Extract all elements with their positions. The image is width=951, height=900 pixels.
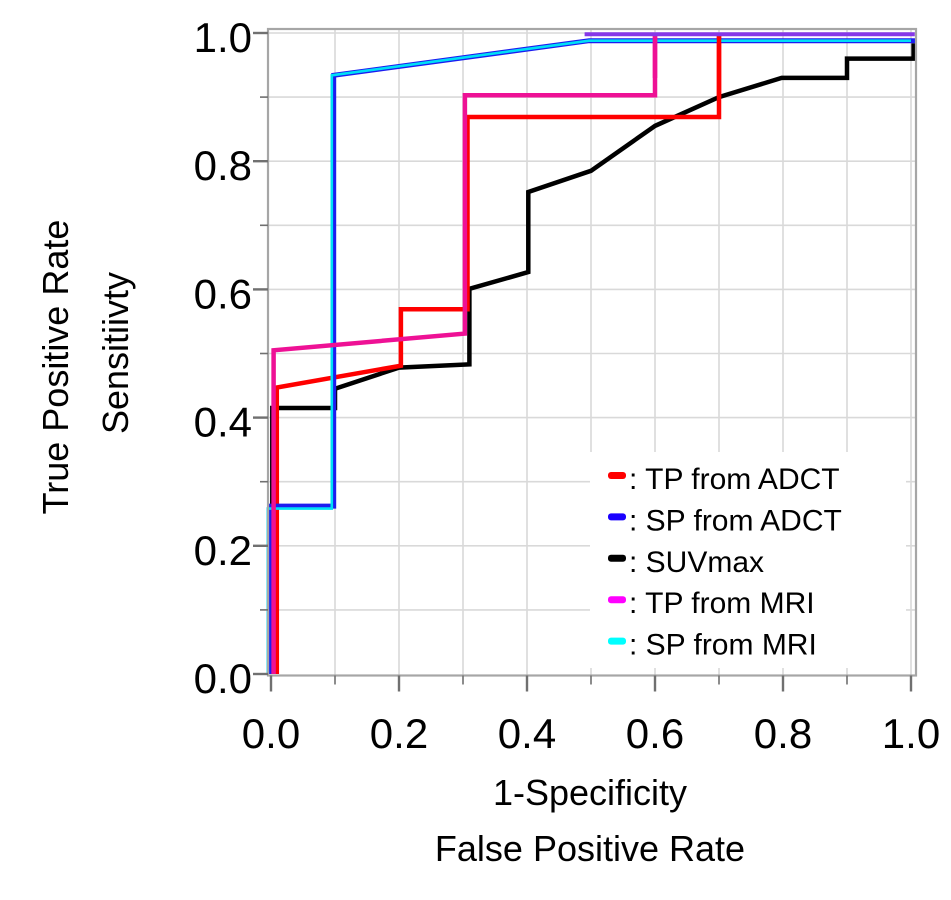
plot-frame	[266, 27, 918, 677]
x-axis-title-1-specificity: 1-Specificity	[492, 772, 688, 813]
x-tick-label: 0.6	[626, 710, 684, 757]
legend-label: : SP from ADCT	[629, 504, 842, 537]
legend-label: : SUVmax	[629, 546, 764, 579]
x-tick-label: 0.2	[370, 710, 428, 757]
roc-curve-tp_mri	[271, 35, 658, 674]
legend-dash-icon	[608, 637, 626, 645]
legend: : TP from ADCT : SP from ADCT : SUVmax : TP…	[590, 452, 906, 668]
y-tick-label: 0.2	[194, 527, 252, 574]
legend-item-suvmax: : SUVmax	[608, 546, 764, 579]
legend-background	[590, 452, 906, 668]
x-tick-label: 0.0	[242, 710, 300, 757]
legend-label: : TP from ADCT	[629, 463, 840, 496]
legend-dash-icon	[608, 554, 626, 562]
x-tick-label: 0.4	[498, 710, 556, 757]
y-tick-label: 0.8	[194, 142, 252, 189]
legend-item-sp-from-adct: : SP from ADCT	[608, 504, 842, 537]
y-tick-label: 1.0	[194, 14, 252, 61]
y-tick-label: 0.6	[194, 270, 252, 317]
legend-dash-icon	[608, 513, 626, 521]
x-tick-label: 1.0	[882, 710, 940, 757]
y-tick-label: 0.4	[194, 399, 252, 446]
y-axis-title-sensitivity: Sensitiivty	[95, 271, 136, 435]
legend-item-sp-from-mri: : SP from MRI	[608, 629, 817, 662]
axes: 0.0 0.2 0.4 0.6 0.8 1.0 0.0 0.2 0.4 0.6 0.8 1.0	[194, 14, 941, 757]
legend-item-tp-from-adct: : TP from ADCT	[608, 463, 840, 496]
legend-label: : TP from MRI	[629, 587, 815, 620]
legend-label: : SP from MRI	[629, 629, 817, 662]
legend-dash-icon	[608, 472, 626, 479]
y-tick-label: 0.0	[194, 655, 252, 702]
roc-curve-tp_adct	[274, 35, 722, 674]
legend-item-tp-from-mri: : TP from MRI	[608, 587, 815, 620]
x-axis-title-false-positive-rate: False Positive Rate	[434, 828, 746, 869]
x-tick-label: 0.8	[754, 710, 812, 757]
y-axis-title-true-positive-rate: True Positive Rate	[35, 219, 76, 515]
legend-dash-icon	[608, 596, 626, 604]
